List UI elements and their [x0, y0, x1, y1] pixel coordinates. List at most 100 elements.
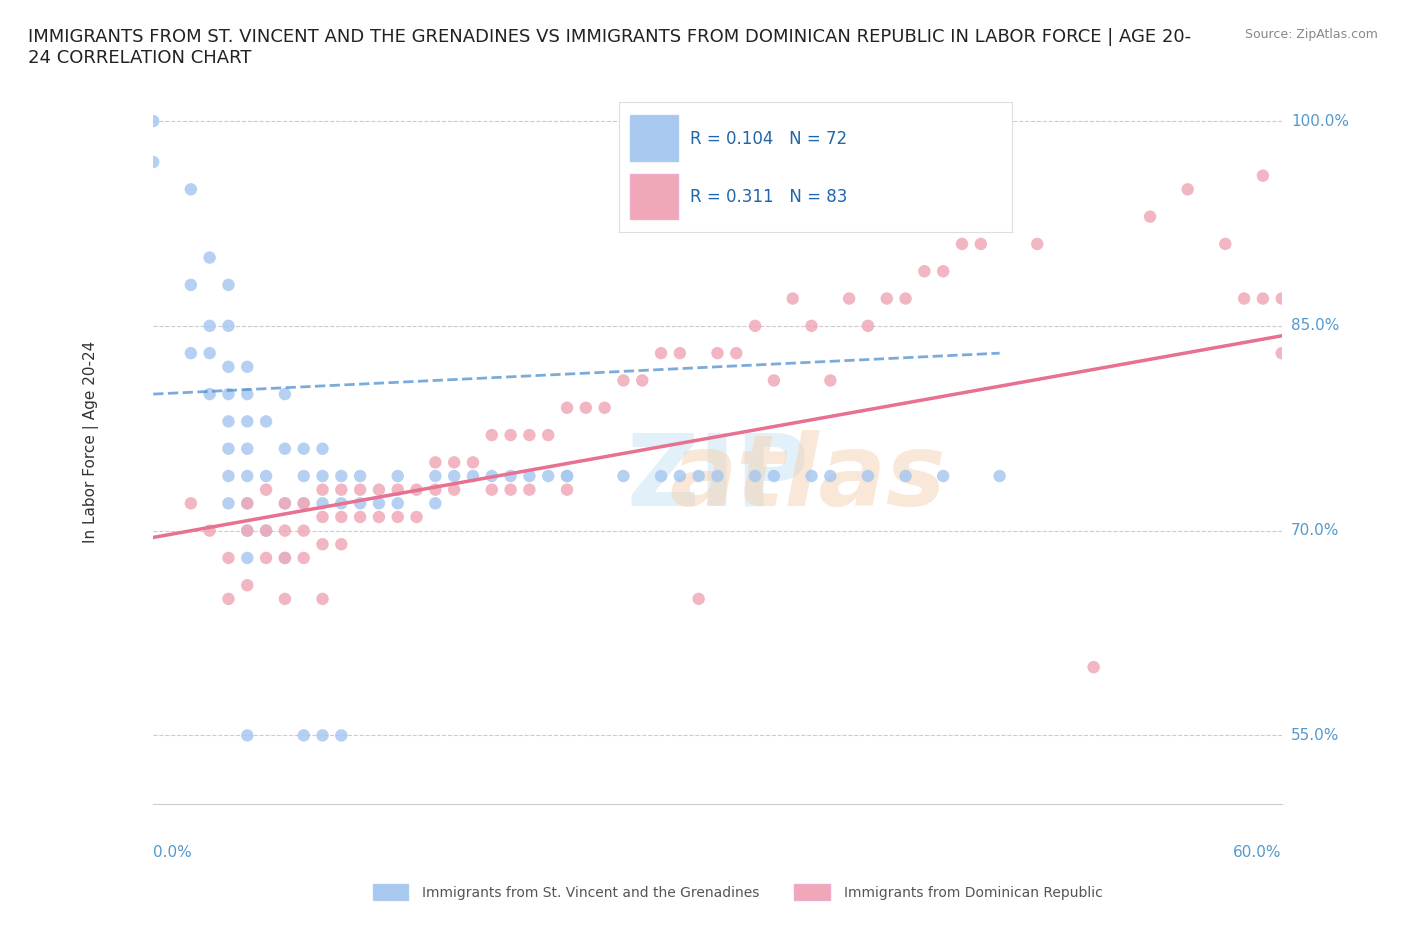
Point — [311, 496, 333, 511]
FancyBboxPatch shape — [630, 115, 678, 161]
Point — [988, 209, 1011, 224]
Point — [198, 318, 221, 333]
Point — [349, 469, 371, 484]
Point — [311, 483, 333, 498]
Text: In Labor Force | Age 20-24: In Labor Force | Age 20-24 — [83, 340, 100, 543]
Point — [311, 469, 333, 484]
Point — [800, 469, 823, 484]
Point — [612, 373, 634, 388]
Point — [236, 524, 259, 538]
Point — [762, 373, 785, 388]
Point — [274, 496, 297, 511]
Point — [537, 428, 560, 443]
Point — [669, 469, 692, 484]
Point — [932, 469, 955, 484]
Point — [425, 496, 447, 511]
Text: 70.0%: 70.0% — [1291, 523, 1340, 538]
Text: ZIP: ZIP — [626, 430, 808, 526]
Point — [499, 428, 522, 443]
Point — [368, 496, 391, 511]
Point — [1271, 291, 1294, 306]
Point — [1251, 291, 1274, 306]
Point — [217, 277, 239, 292]
Text: R = 0.104   N = 72: R = 0.104 N = 72 — [689, 130, 846, 148]
Point — [387, 510, 409, 525]
Point — [254, 469, 277, 484]
Point — [254, 551, 277, 565]
Point — [405, 483, 427, 498]
Point — [217, 496, 239, 511]
Point — [330, 537, 353, 551]
Point — [1289, 113, 1312, 128]
Point — [519, 428, 541, 443]
Point — [198, 524, 221, 538]
Point — [180, 496, 202, 511]
Point — [330, 483, 353, 498]
Point — [706, 346, 728, 361]
Point — [443, 455, 465, 470]
Point — [519, 469, 541, 484]
Text: 85.0%: 85.0% — [1291, 318, 1340, 333]
Point — [236, 728, 259, 743]
Point — [198, 346, 221, 361]
Point — [180, 182, 202, 197]
Point — [274, 591, 297, 606]
Text: Source: ZipAtlas.com: Source: ZipAtlas.com — [1244, 28, 1378, 41]
Point — [1327, 209, 1350, 224]
Point — [838, 291, 860, 306]
Point — [688, 469, 710, 484]
Point — [274, 387, 297, 402]
Point — [782, 291, 804, 306]
Point — [443, 469, 465, 484]
Point — [555, 400, 578, 415]
Point — [575, 400, 598, 415]
Text: Immigrants from St. Vincent and the Grenadines: Immigrants from St. Vincent and the Gren… — [422, 885, 759, 900]
Point — [593, 400, 616, 415]
Point — [612, 469, 634, 484]
Point — [311, 510, 333, 525]
Point — [894, 291, 917, 306]
Point — [425, 455, 447, 470]
Point — [236, 469, 259, 484]
Point — [650, 346, 672, 361]
Point — [1213, 236, 1236, 251]
Point — [292, 524, 315, 538]
Text: Immigrants from Dominican Republic: Immigrants from Dominican Republic — [844, 885, 1102, 900]
Point — [349, 510, 371, 525]
Point — [236, 524, 259, 538]
Point — [387, 483, 409, 498]
Point — [292, 441, 315, 456]
Point — [292, 469, 315, 484]
Point — [800, 318, 823, 333]
Point — [236, 578, 259, 592]
Point — [311, 537, 333, 551]
Point — [311, 728, 333, 743]
Point — [311, 591, 333, 606]
Point — [762, 469, 785, 484]
Point — [292, 551, 315, 565]
Point — [499, 469, 522, 484]
Point — [744, 318, 766, 333]
Point — [1233, 291, 1256, 306]
Point — [405, 510, 427, 525]
Point — [217, 414, 239, 429]
Point — [950, 236, 973, 251]
Point — [254, 524, 277, 538]
Point — [970, 236, 993, 251]
Point — [876, 291, 898, 306]
Point — [932, 264, 955, 279]
Point — [1365, 291, 1388, 306]
Point — [217, 551, 239, 565]
Point — [274, 496, 297, 511]
Text: 60.0%: 60.0% — [1233, 844, 1282, 859]
Point — [988, 469, 1011, 484]
Point — [349, 483, 371, 498]
Point — [198, 250, 221, 265]
Point — [425, 469, 447, 484]
Point — [555, 469, 578, 484]
Point — [236, 496, 259, 511]
Point — [180, 346, 202, 361]
Point — [387, 496, 409, 511]
Point — [856, 318, 879, 333]
Point — [688, 591, 710, 606]
